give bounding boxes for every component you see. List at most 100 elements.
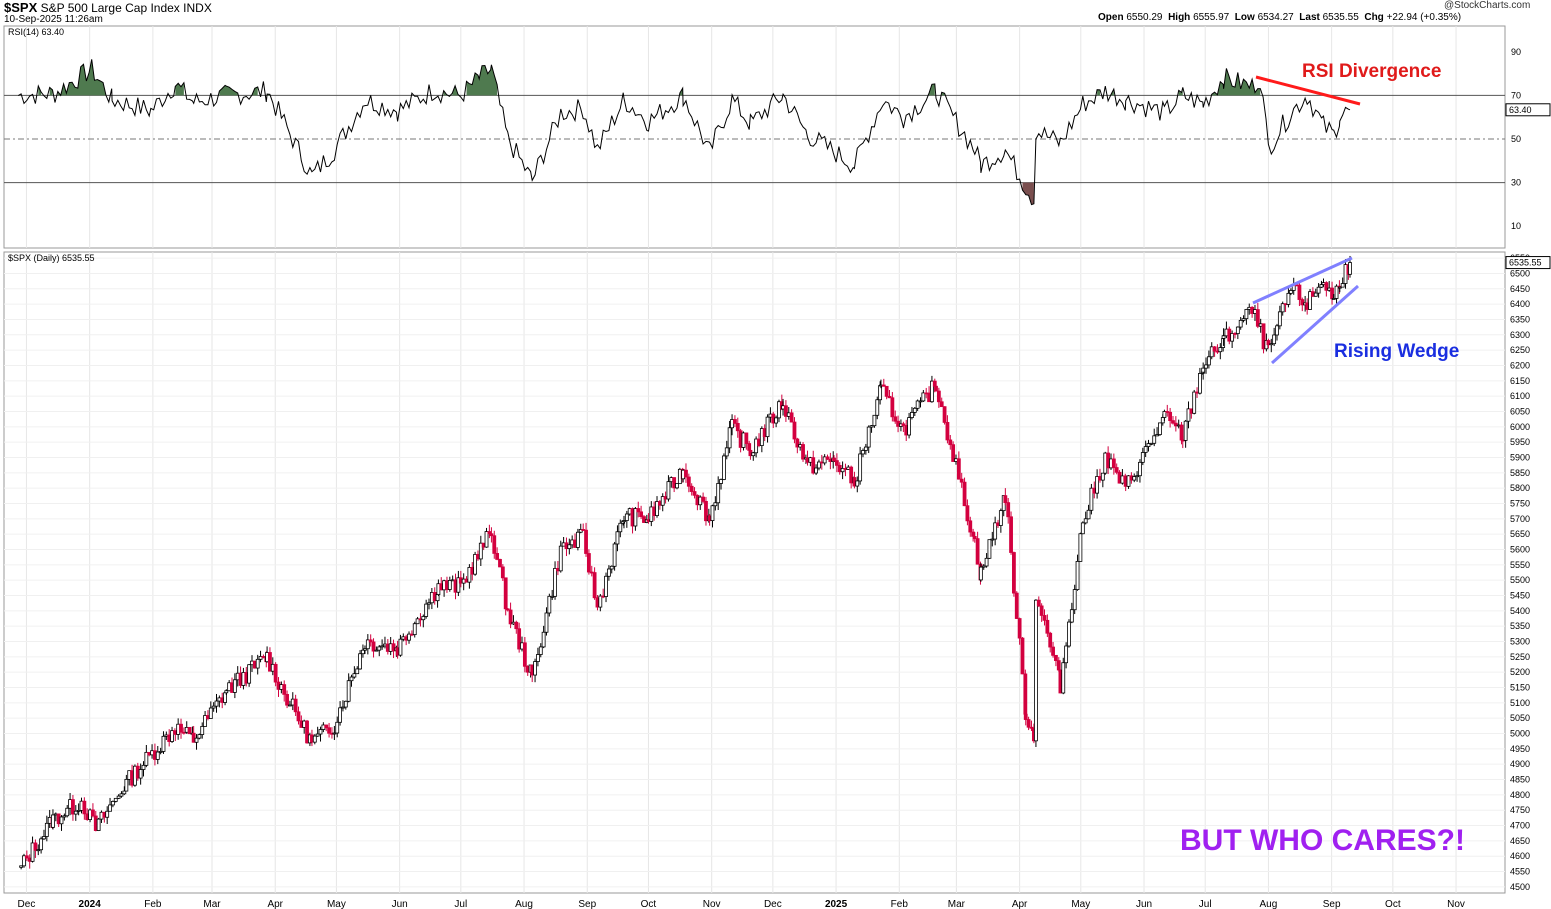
candle-body [618,522,623,533]
last-value: 6535.55 [1322,12,1359,23]
candle-body [1075,561,1080,590]
candle-body [1017,618,1022,639]
candle-body [1313,292,1318,297]
candle-body [962,481,967,507]
price-y-tick-label: 5400 [1510,606,1530,616]
candle-body [784,405,788,417]
candle-body [727,427,732,449]
candle-body [1266,340,1271,346]
but-who-cares-label: BUT WHO CARES?! [1180,824,1465,857]
price-y-tick-label: 6150 [1510,376,1530,386]
candle-body [1114,467,1119,473]
candle-body [377,646,382,651]
ticker-title: $SPX S&P 500 Large Cap Index INDX [4,0,212,15]
candle-body [39,838,44,851]
candle-body [1235,326,1240,334]
candle-body [633,508,638,527]
candle-body [1340,283,1345,288]
x-tick-label: Feb [144,899,162,909]
candle-body [832,457,836,461]
rsi-y-tick-label: 70 [1511,90,1521,100]
candle-body [655,501,659,517]
grid-layer [3,25,1506,894]
candle-body [1014,592,1019,619]
price-y-tick-label: 5100 [1510,698,1530,708]
candle-body [341,706,345,709]
price-y-tick-label: 5150 [1510,683,1530,693]
x-tick-label: Dec [764,899,782,909]
candle-body [1288,290,1293,294]
candle-body [972,535,977,540]
candle-body [915,400,920,409]
x-tick-label: Jul [454,899,467,909]
candle-body [1138,461,1142,477]
candle-body [514,621,519,630]
price-y-tick-label: 6350 [1510,314,1530,324]
candle-body [959,478,964,483]
x-tick-label: May [1071,899,1090,909]
candle-body [936,390,941,403]
high-value: 6555.97 [1193,12,1230,23]
candle-body [282,684,287,695]
x-tick-label: Dec [18,899,36,909]
chg-label: Chg [1364,12,1384,23]
candle-body [615,531,620,545]
candle-body [550,595,555,598]
candle-body [500,566,505,579]
candle-body [492,535,497,554]
candle-body [82,800,87,815]
candle-body [765,416,770,438]
candle-body [349,676,354,682]
candle-body [855,480,860,487]
candle-body [96,818,101,831]
candle-body [849,466,854,484]
candle-body [1155,434,1159,437]
candle-body [558,545,563,572]
price-y-tick-label: 6000 [1510,422,1530,432]
candle-body [533,661,537,676]
candle-body [1334,285,1339,299]
candle-body [811,457,816,474]
candle-body [91,809,95,817]
price-y-tick-label: 6050 [1510,406,1530,416]
candle-body [179,723,183,733]
candle-body [1162,411,1167,418]
candle-body [541,631,546,648]
candle-body [495,553,500,560]
candle-body [1083,518,1088,524]
candle-body [1020,637,1025,675]
candle-body [224,690,229,694]
candle-body [1149,442,1154,445]
exchange: INDX [183,1,212,15]
candle-body [141,764,146,770]
x-tick-label: Sep [1323,899,1341,909]
candle-body [380,645,385,648]
price-y-tick-label: 4600 [1510,851,1530,861]
candle-body [636,508,641,513]
candle-body [363,648,367,651]
candle-body [910,412,914,418]
candle-body [866,426,871,448]
candle-body [1173,422,1178,427]
high-label: High [1168,12,1191,23]
price-y-tick-label: 5650 [1510,529,1530,539]
candle-body [232,679,237,693]
candle-body [735,422,740,432]
rsi-panel-frame [3,25,1506,249]
candle-body [587,553,591,573]
open-value: 6550.29 [1126,12,1163,23]
candle-body [214,700,219,707]
candle-body [822,456,827,464]
candle-body [893,416,898,422]
candle-body [861,450,865,455]
candle-body [869,425,874,428]
x-tick-label: Jun [392,899,408,909]
candle-body [987,539,992,559]
candle-body [285,693,289,706]
candle-body [713,502,718,507]
candle-body [1140,452,1145,463]
candle-body [478,542,483,560]
candle-body [1238,319,1243,328]
price-y-tick-label: 5700 [1510,514,1530,524]
candle-body [759,428,764,446]
